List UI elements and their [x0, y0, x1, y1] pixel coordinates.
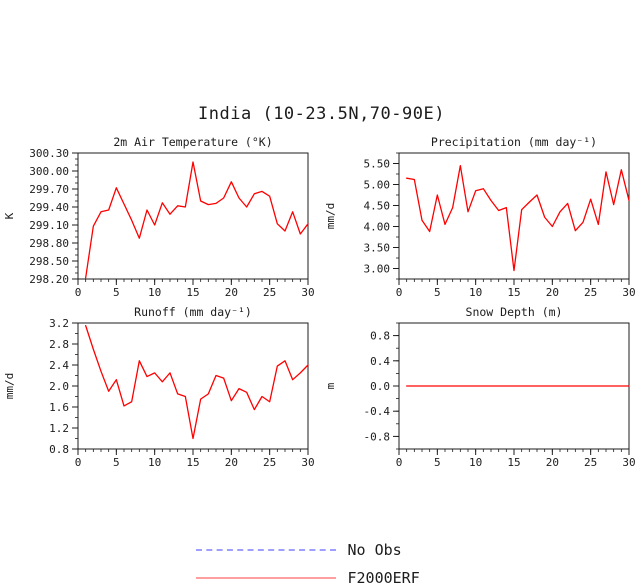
- y-tick-label: 3.2: [49, 317, 69, 330]
- plot-frame: [77, 152, 309, 280]
- x-tick-label: 5: [434, 286, 441, 299]
- y-tick-label: 0.8: [49, 443, 69, 456]
- no-obs-line-sample: [195, 549, 336, 551]
- charts-grid: 2m Air Temperature (°K) K 0 5 10 15 20 25 30 298.…: [0, 135, 643, 475]
- y-tick-label: 5.00: [364, 179, 391, 192]
- x-tick-label: 20: [546, 456, 559, 469]
- air-temperature-chart: 2m Air Temperature (°K) K 0 5 10 15 20 25 30 298.…: [0, 135, 321, 305]
- plot-frame: [398, 152, 630, 280]
- y-tick-label: 5.50: [364, 158, 391, 171]
- x-tick-label: 10: [148, 286, 161, 299]
- x-tick-label: 30: [622, 286, 635, 299]
- x-tick-label: 15: [507, 456, 520, 469]
- y-axis-label: m: [324, 382, 337, 389]
- snow-depth-chart: Snow Depth (m) m 0 5 10 15 20 25 30 -0.8 -0.4 0.0 0.…: [321, 305, 642, 475]
- chart-title: 2m Air Temperature (°K): [113, 135, 272, 149]
- y-tick-label: 300.30: [29, 147, 69, 160]
- x-tick-label: 15: [507, 286, 520, 299]
- y-tick-label: 2.0: [49, 380, 69, 393]
- x-tick-label: 30: [301, 456, 314, 469]
- x-tick-label: 10: [469, 286, 482, 299]
- air-temperature-plot: 2m Air Temperature (°K) K 0 5 10 15 20 25 30 298.…: [3, 135, 315, 299]
- legend: No Obs F2000ERF: [0, 536, 643, 584]
- snow-depth-plot: Snow Depth (m) m 0 5 10 15 20 25 30 -0.8 -0.4 0.0 0.…: [324, 305, 636, 469]
- x-tick-label: 5: [113, 456, 120, 469]
- y-tick-label: 4.00: [364, 221, 391, 234]
- x-tick-label: 5: [113, 286, 120, 299]
- y-tick-label: 4.50: [364, 200, 391, 213]
- y-axis-label: mm/d: [324, 203, 337, 230]
- f2000erf-line-sample: [195, 577, 336, 579]
- figure-title: India (10-23.5N,70-90E): [198, 104, 445, 124]
- chart-title: Precipitation (mm day⁻¹): [431, 135, 597, 149]
- x-tick-label: 20: [546, 286, 559, 299]
- y-tick-label: 3.00: [364, 263, 391, 276]
- y-tick-label: 298.50: [29, 255, 69, 268]
- y-axis-label: mm/d: [3, 373, 16, 400]
- y-tick-label: 2.4: [49, 359, 69, 372]
- precipitation-plot: Precipitation (mm day⁻¹) mm/d 0 5 10 15 20 25 30…: [324, 135, 636, 299]
- x-tick-label: 30: [301, 286, 314, 299]
- x-tick-label: 30: [622, 456, 635, 469]
- chart-title: Runoff (mm day⁻¹): [134, 305, 252, 319]
- runoff-series-line: [85, 324, 309, 440]
- y-tick-label: 1.6: [49, 401, 69, 414]
- legend-label-f2000erf: F2000ERF: [347, 569, 420, 584]
- y-tick-label: -0.4: [364, 405, 391, 418]
- y-tick-label: 299.40: [29, 201, 69, 214]
- x-tick-label: 20: [225, 286, 238, 299]
- legend-label-no-obs: No Obs: [347, 541, 402, 559]
- y-tick-label: 300.00: [29, 165, 69, 178]
- x-tick-label: 25: [263, 456, 276, 469]
- x-tick-label: 10: [469, 456, 482, 469]
- air-temperature-series-line: [85, 161, 309, 279]
- y-tick-label: 0.8: [370, 330, 390, 343]
- x-tick-label: 10: [148, 456, 161, 469]
- x-tick-label: 20: [225, 456, 238, 469]
- y-tick-label: 298.20: [29, 273, 69, 286]
- x-tick-label: 0: [75, 286, 82, 299]
- chart-title: Snow Depth (m): [466, 305, 563, 319]
- x-tick-label: 0: [75, 456, 82, 469]
- y-tick-label: 299.10: [29, 219, 69, 232]
- x-tick-label: 0: [396, 456, 403, 469]
- x-tick-label: 15: [186, 456, 199, 469]
- precipitation-series-line: [406, 164, 630, 272]
- y-tick-label: 3.50: [364, 242, 391, 255]
- plot-frame: [77, 322, 309, 450]
- y-tick-label: 0.0: [370, 380, 390, 393]
- y-tick-label: 0.4: [370, 355, 390, 368]
- x-tick-label: 15: [186, 286, 199, 299]
- y-tick-label: 298.80: [29, 237, 69, 250]
- legend-item-no-obs: No Obs: [0, 536, 643, 564]
- x-tick-label: 25: [584, 286, 597, 299]
- x-tick-label: 5: [434, 456, 441, 469]
- legend-item-f2000erf: F2000ERF: [0, 564, 643, 584]
- y-tick-label: 1.2: [49, 422, 69, 435]
- runoff-plot: Runoff (mm day⁻¹) mm/d 0 5 10 15 20 25 30 0.8 1.2 1…: [3, 305, 315, 469]
- y-tick-label: 2.8: [49, 338, 69, 351]
- x-tick-label: 25: [584, 456, 597, 469]
- runoff-chart: Runoff (mm day⁻¹) mm/d 0 5 10 15 20 25 30 0.8 1.2 1…: [0, 305, 321, 475]
- y-axis-label: K: [3, 212, 16, 219]
- y-tick-label: 299.70: [29, 183, 69, 196]
- precipitation-chart: Precipitation (mm day⁻¹) mm/d 0 5 10 15 20 25 30…: [321, 135, 642, 305]
- x-tick-label: 0: [396, 286, 403, 299]
- y-tick-label: -0.8: [364, 430, 391, 443]
- x-tick-label: 25: [263, 286, 276, 299]
